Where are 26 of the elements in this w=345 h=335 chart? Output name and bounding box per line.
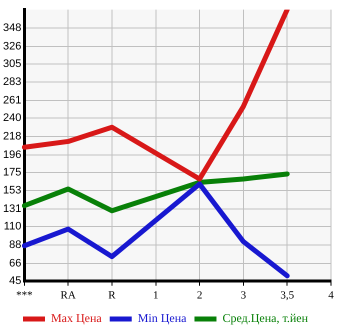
x-tick-label: 2 — [196, 289, 202, 302]
y-tick-label: 283 — [2, 76, 22, 88]
y-tick-label: 110 — [4, 220, 22, 233]
y-tick-label: 131 — [2, 203, 22, 216]
y-tick-label: 261 — [2, 94, 22, 107]
x-tick-label: 1 — [153, 289, 159, 302]
y-tick-label: 218 — [2, 130, 22, 142]
y-tick-label: 153 — [2, 184, 22, 197]
x-tick-label: R — [108, 289, 116, 302]
legend-label: Max Цена — [50, 311, 102, 326]
y-tick-label: 66 — [9, 257, 22, 270]
y-tick-label: 305 — [2, 58, 22, 70]
y-tick-label: 88 — [9, 238, 22, 251]
y-tick-label: 240 — [2, 112, 22, 124]
y-tick-label: 45 — [9, 274, 22, 287]
x-tick-label: 4 — [328, 289, 334, 302]
y-tick-label: 196 — [2, 148, 22, 161]
y-tick-label: 175 — [2, 166, 22, 178]
x-tick-label: 3 — [240, 289, 247, 302]
legend-label: Сред.Цена, т.йен — [222, 311, 309, 326]
x-tick-label: 3,5 — [280, 289, 295, 302]
y-tick-label: 326 — [2, 40, 22, 52]
x-tick-label: RA — [60, 289, 76, 302]
y-tick-label: 348 — [2, 22, 22, 34]
x-tick-label: *** — [16, 289, 33, 302]
legend-label: Min Цена — [138, 311, 188, 326]
